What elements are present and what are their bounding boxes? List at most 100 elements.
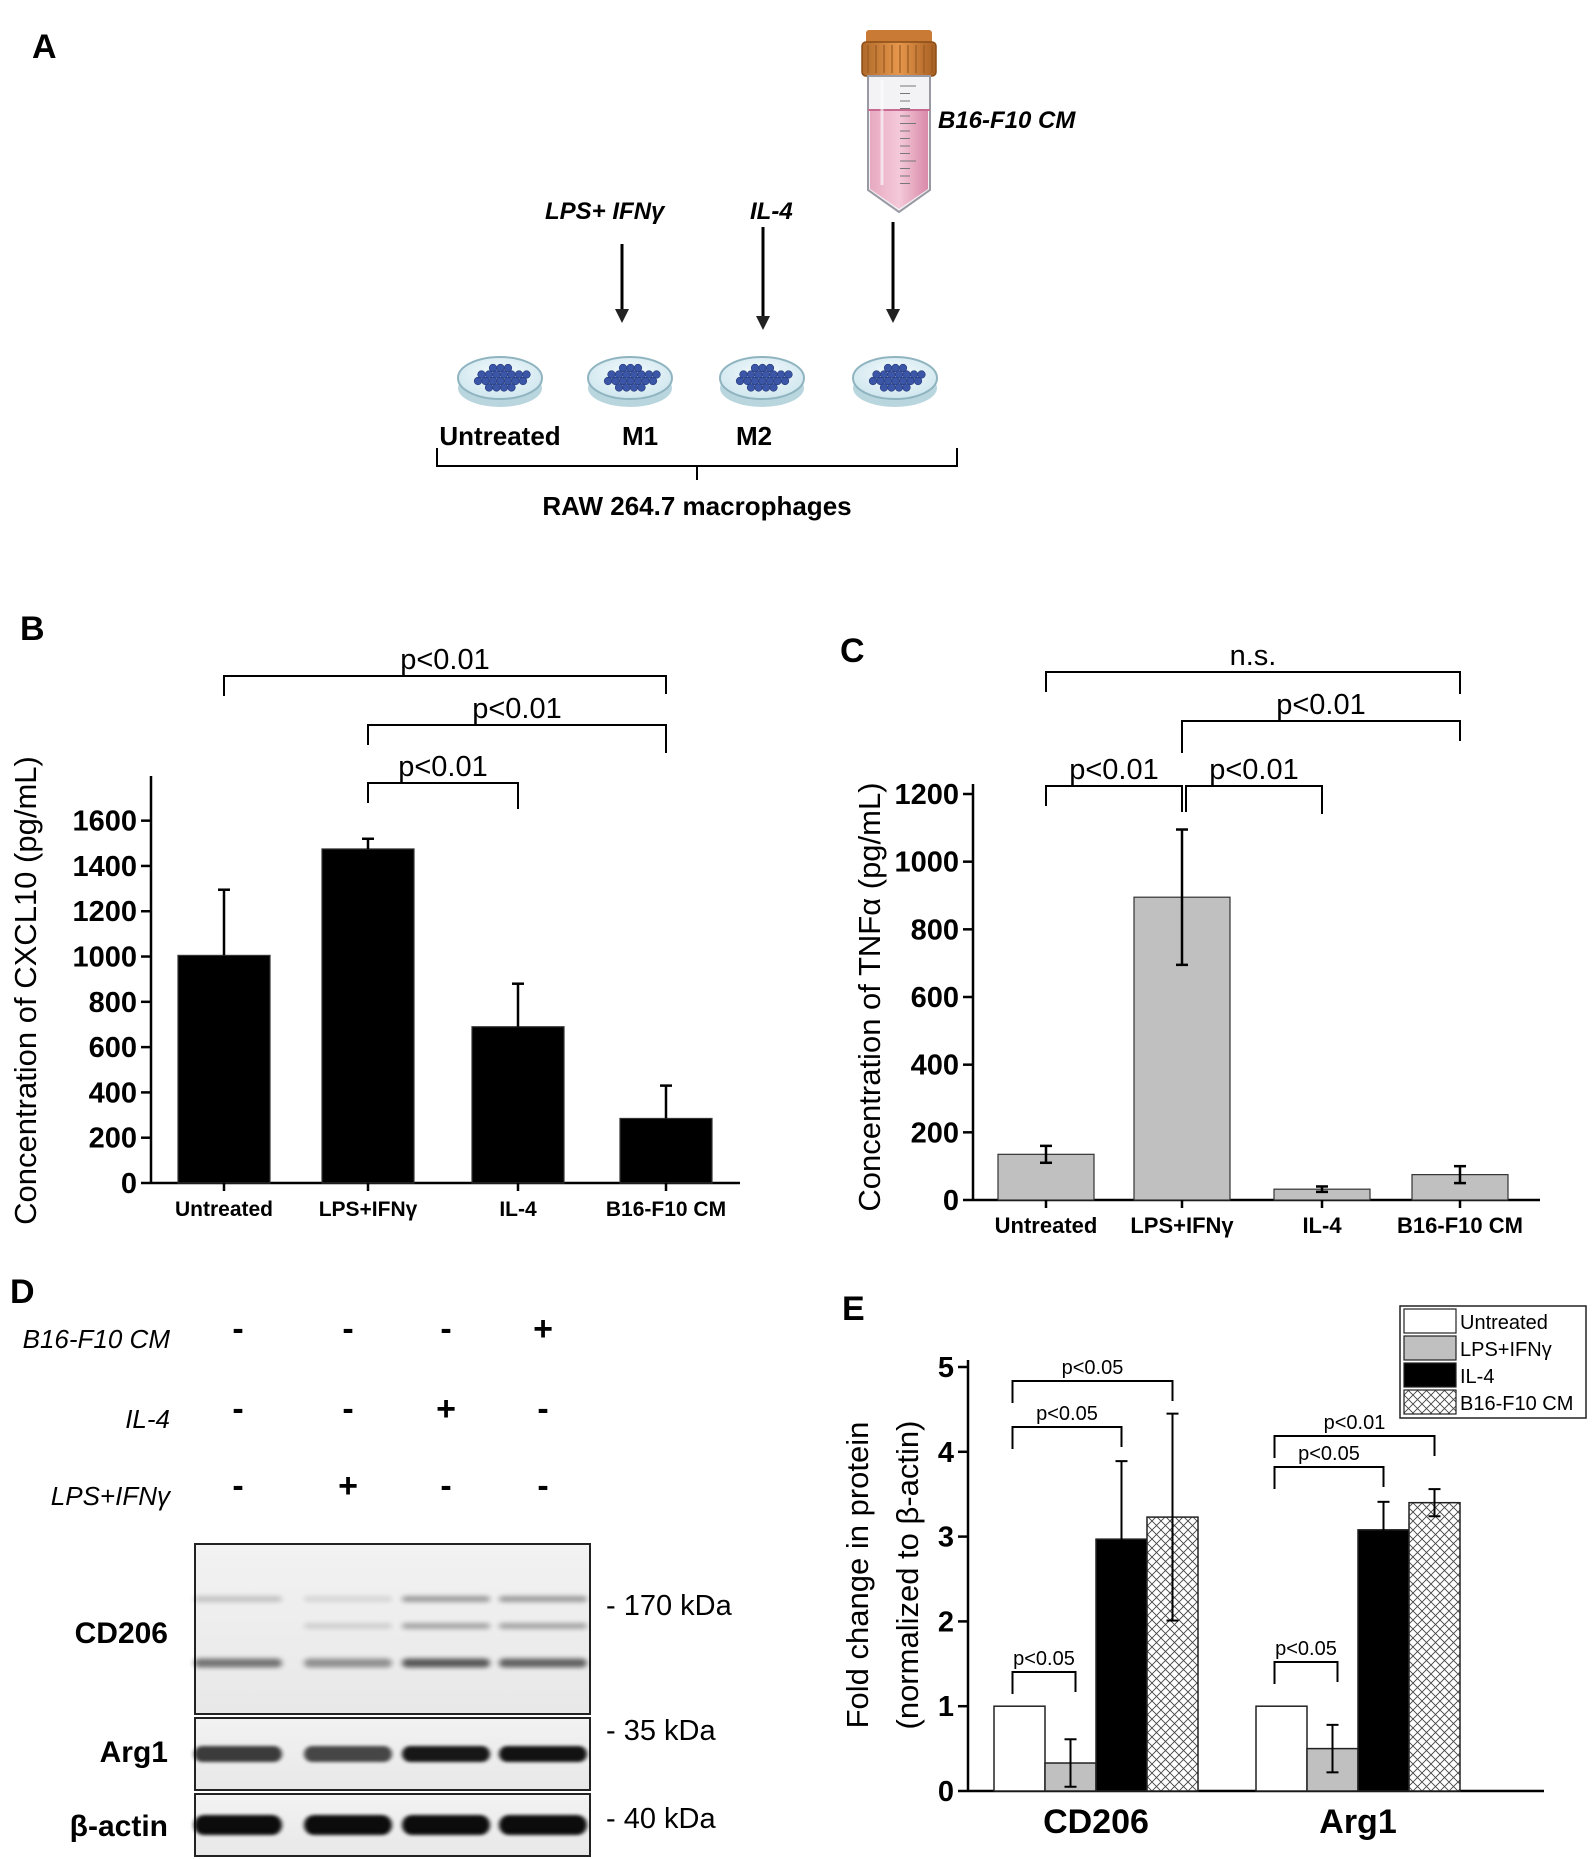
kda-marker: - 170 kDa	[606, 1590, 733, 1622]
cell-dot	[614, 383, 624, 392]
x-tick-label: LPS+IFNγ	[1130, 1213, 1234, 1238]
minus-mark: -	[440, 1310, 451, 1348]
y-tick-label: 600	[911, 982, 959, 1014]
bar	[997, 1153, 1095, 1201]
arrow-head	[886, 309, 900, 323]
label-m2: M2	[736, 421, 772, 451]
cell-dot	[503, 363, 513, 373]
significance-bracket: p<0.01	[367, 693, 667, 753]
significance-label: p<0.01	[400, 644, 490, 676]
y-tick-label: 400	[89, 1077, 137, 1109]
x-tick-label: Arg1	[1319, 1803, 1396, 1841]
legend-swatch	[1403, 1362, 1457, 1388]
cell-dot	[879, 383, 889, 392]
bar	[1408, 1501, 1461, 1792]
cell-dot	[507, 383, 516, 392]
x-tick-label: LPS+IFNγ	[319, 1198, 418, 1221]
protein-band	[304, 1623, 392, 1629]
minus-mark: -	[537, 1390, 548, 1428]
minus-mark: -	[342, 1310, 353, 1348]
protein-band	[304, 1815, 392, 1835]
cell-dot	[622, 383, 631, 392]
bracket-line	[1181, 720, 1461, 753]
significance-label: p<0.01	[398, 751, 488, 783]
plus-mark: +	[338, 1467, 358, 1505]
panel-label-b: B	[20, 610, 45, 648]
significance-bracket: p<0.01	[1273, 1412, 1436, 1458]
significance-bracket: p<0.01	[223, 644, 667, 696]
cell-dot	[629, 383, 639, 392]
conical-tube-icon	[861, 30, 937, 214]
blot-label: CD206	[75, 1617, 168, 1650]
y-tick-label: 1400	[72, 851, 137, 883]
label-raw-macrophages: RAW 264.7 macrophages	[542, 491, 851, 521]
kda-marker: - 40 kDa	[606, 1803, 716, 1835]
y-tick-label: 1	[938, 1691, 954, 1723]
petri-dish-icon	[852, 356, 938, 407]
significance-label: p<0.05	[1298, 1443, 1360, 1465]
y-tick-label: 4	[938, 1437, 954, 1469]
cell-dot	[902, 383, 911, 392]
y-axis-label: Concentration of TNFα (pg/mL)	[852, 782, 887, 1211]
x-tick-label: Untreated	[995, 1213, 1098, 1238]
cell-dot	[522, 370, 531, 379]
cell-dot	[633, 363, 643, 373]
cell-dot	[913, 376, 923, 386]
y-tick-label: 3	[938, 1522, 954, 1554]
condition-label: IL-4	[125, 1404, 170, 1434]
significance-bracket: p<0.05	[1011, 1357, 1174, 1403]
minus-mark: -	[232, 1390, 243, 1428]
plus-mark: +	[436, 1390, 456, 1428]
legend-swatch	[1403, 1308, 1457, 1334]
significance-bracket: p<0.01	[1181, 689, 1461, 753]
cell-dot	[492, 383, 501, 392]
significance-label: p<0.01	[472, 693, 562, 725]
cell-dot	[917, 370, 926, 379]
y-tick-label: 1000	[894, 847, 959, 879]
y-tick-label: 1200	[894, 779, 959, 811]
label-m1: M1	[622, 421, 658, 451]
significance-bracket: p<0.05	[1011, 1403, 1123, 1449]
bracket-line	[1185, 785, 1323, 814]
tube-liquid	[870, 110, 928, 209]
significance-label: p<0.01	[1209, 754, 1299, 786]
condition-label: B16-F10 CM	[23, 1324, 171, 1354]
protein-band	[499, 1596, 587, 1602]
blot-label: β-actin	[70, 1810, 168, 1843]
y-tick-label: 200	[89, 1123, 137, 1155]
significance-label: p<0.01	[1324, 1412, 1386, 1434]
significance-bracket: p<0.05	[1273, 1638, 1339, 1684]
x-tick-label: B16-F10 CM	[606, 1198, 726, 1221]
y-tick-label: 0	[121, 1168, 137, 1200]
cell-dot	[784, 370, 793, 379]
arrow-il4	[756, 227, 770, 330]
bar	[471, 1026, 565, 1184]
cell-dot	[765, 363, 775, 373]
protein-band	[499, 1815, 587, 1835]
y-tick-label: 2	[938, 1606, 954, 1638]
legend-entry: B16-F10 CM	[1460, 1393, 1573, 1415]
y-tick-label: 1000	[72, 942, 137, 974]
petri-dish-icon	[719, 356, 805, 407]
panel-label-e: E	[842, 1290, 865, 1328]
bar	[993, 1705, 1046, 1792]
cell-dot	[735, 376, 745, 386]
protein-band	[194, 1658, 282, 1668]
x-tick-label: CD206	[1043, 1803, 1149, 1841]
cell-dot	[746, 383, 756, 392]
bracket-line	[223, 675, 667, 696]
bracket-line	[367, 724, 667, 753]
y-axis-label-line2: (normalized to β-actin)	[890, 1421, 925, 1730]
significance-label: n.s.	[1230, 640, 1277, 672]
label-lps-ifng: LPS+ IFNγ	[545, 198, 666, 225]
panel-b-chart: 0 200 400 600 800 1000 1200 1400 1600 Untreated LP…	[8, 644, 740, 1225]
petri-dish-icon	[587, 356, 673, 407]
legend-swatch	[1403, 1389, 1457, 1415]
significance-bracket: p<0.01	[1185, 754, 1323, 814]
cell-dot	[518, 376, 528, 386]
x-tick-label: IL-4	[1302, 1213, 1342, 1238]
protein-band	[402, 1658, 490, 1668]
tube-cap-top	[866, 30, 932, 44]
condition-label: LPS+IFNγ	[51, 1481, 172, 1511]
